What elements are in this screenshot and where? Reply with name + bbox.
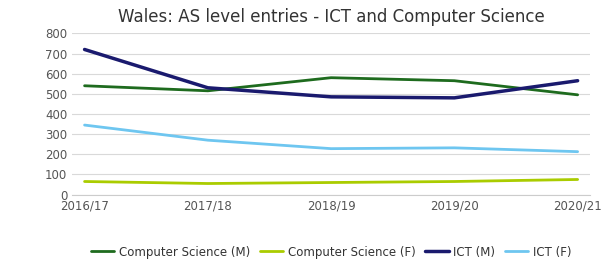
Computer Science (M) (81, 84, 88, 87)
Computer Science (M) (204, 89, 211, 93)
ICT (M) (204, 86, 211, 90)
Computer Science (M) (574, 93, 582, 96)
Computer Science (M) (451, 79, 458, 82)
ICT (M) (574, 79, 582, 82)
Legend: Computer Science (M), Computer Science (F), ICT (M), ICT (F): Computer Science (M), Computer Science (… (86, 241, 576, 263)
Computer Science (F) (327, 181, 335, 184)
ICT (M) (451, 96, 458, 100)
Line: ICT (M): ICT (M) (84, 49, 578, 98)
ICT (M) (81, 48, 88, 51)
Computer Science (M) (327, 76, 335, 80)
Computer Science (F) (574, 178, 582, 181)
ICT (F) (327, 147, 335, 150)
ICT (F) (574, 150, 582, 153)
ICT (F) (204, 138, 211, 142)
ICT (F) (81, 123, 88, 127)
Line: Computer Science (F): Computer Science (F) (84, 180, 578, 183)
ICT (M) (327, 95, 335, 98)
ICT (F) (451, 146, 458, 150)
Computer Science (F) (81, 180, 88, 183)
Computer Science (F) (451, 180, 458, 183)
Computer Science (F) (204, 182, 211, 185)
Line: Computer Science (M): Computer Science (M) (84, 78, 578, 95)
Line: ICT (F): ICT (F) (84, 125, 578, 152)
Title: Wales: AS level entries - ICT and Computer Science: Wales: AS level entries - ICT and Comput… (118, 8, 544, 26)
